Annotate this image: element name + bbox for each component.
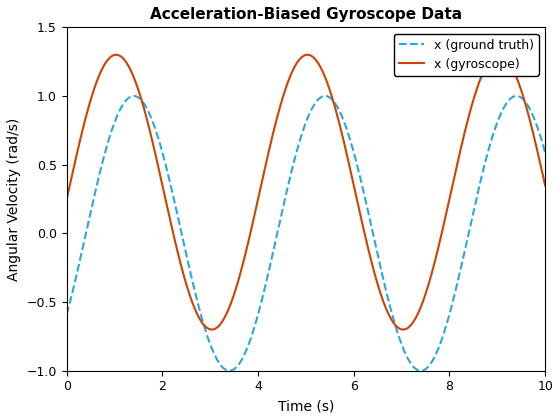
X-axis label: Time (s): Time (s) [278, 399, 334, 413]
x (ground truth) [441, 331, 447, 336]
x (gyroscope) [296, 57, 303, 62]
x (gyroscope) [528, 125, 535, 130]
x (ground truth) [130, 94, 137, 99]
Y-axis label: Angular Velocity (rad/s): Angular Velocity (rad/s) [7, 118, 21, 281]
Line: x (gyroscope): x (gyroscope) [67, 55, 545, 330]
x (gyroscope) [283, 82, 290, 87]
Title: Acceleration-Biased Gyroscope Data: Acceleration-Biased Gyroscope Data [150, 7, 462, 22]
x (ground truth) [88, 207, 95, 213]
x (ground truth) [63, 312, 70, 317]
x (ground truth) [528, 110, 535, 115]
x (gyroscope) [63, 197, 70, 202]
Line: x (ground truth): x (ground truth) [67, 96, 545, 371]
x (gyroscope) [528, 124, 535, 129]
x (gyroscope) [208, 327, 215, 332]
Legend: x (ground truth), x (gyroscope): x (ground truth), x (gyroscope) [394, 34, 539, 76]
x (gyroscope) [441, 221, 447, 226]
x (ground truth) [528, 110, 535, 116]
x (gyroscope) [88, 96, 95, 101]
x (ground truth) [542, 150, 548, 155]
x (gyroscope) [304, 52, 311, 57]
x (ground truth) [284, 187, 291, 192]
x (gyroscope) [542, 183, 548, 188]
x (ground truth) [226, 368, 233, 373]
x (ground truth) [296, 138, 303, 143]
